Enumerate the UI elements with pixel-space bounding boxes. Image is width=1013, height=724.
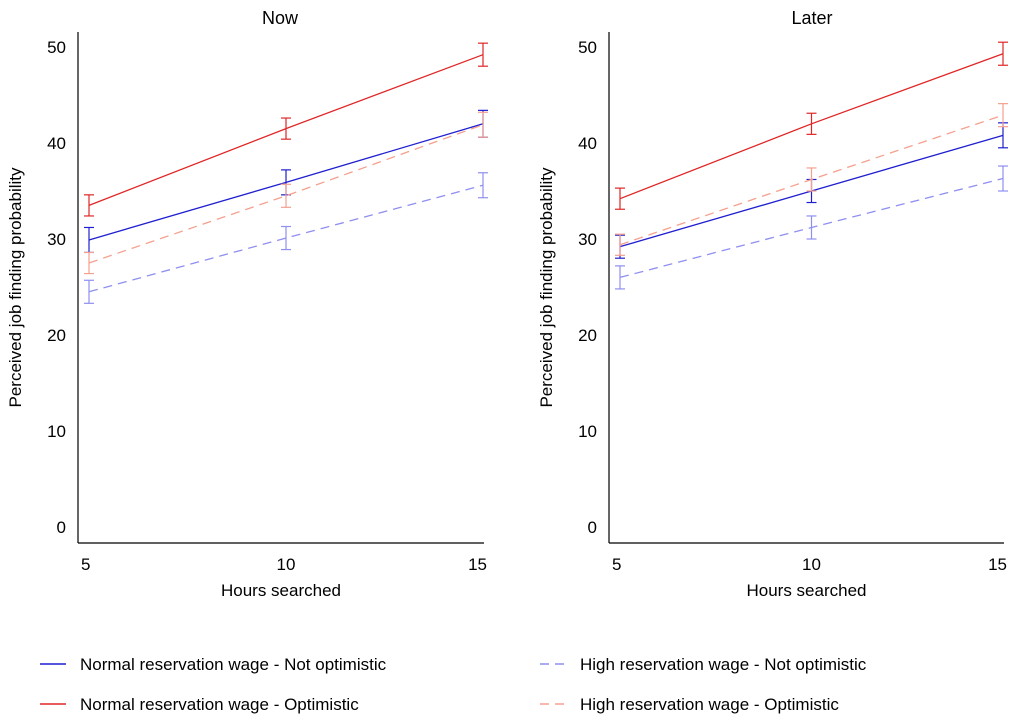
y-tick-label: 20 <box>47 326 66 345</box>
series-2 <box>615 165 1008 290</box>
legend: Normal reservation wage - Not optimistic… <box>40 655 867 714</box>
legend-label: High reservation wage - Optimistic <box>580 695 839 714</box>
x-axis-label: Hours searched <box>746 581 866 600</box>
y-tick-label: 40 <box>578 134 597 153</box>
y-tick-label: 10 <box>47 422 66 441</box>
chart-panel-later: Later 0 10 20 30 40 50 5 10 15 Hours searched Perce… <box>537 8 1008 600</box>
y-axis-label: Perceived job finding probability <box>6 167 25 408</box>
x-tick-label: 5 <box>81 555 90 574</box>
y-tick-label: 50 <box>47 38 66 57</box>
y-tick-label: 0 <box>588 518 597 537</box>
legend-item: Normal reservation wage - Optimistic <box>40 695 359 714</box>
y-tick-label: 0 <box>57 518 66 537</box>
series-3 <box>615 103 1008 256</box>
y-tick-label: 10 <box>578 422 597 441</box>
x-tick-label: 5 <box>612 555 621 574</box>
panel-title: Later <box>791 8 832 28</box>
legend-label: High reservation wage - Not optimistic <box>580 655 867 674</box>
legend-label: Normal reservation wage - Optimistic <box>80 695 359 714</box>
series-1 <box>615 41 1008 210</box>
chart-panel-now: Now 0 10 20 30 40 50 5 10 15 Hours searched Perceiv… <box>6 8 488 600</box>
series-3 <box>84 111 488 275</box>
y-tick-label: 40 <box>47 134 66 153</box>
legend-item: High reservation wage - Optimistic <box>540 695 839 714</box>
x-tick-label: 10 <box>277 555 296 574</box>
series-1 <box>84 42 488 217</box>
series-line <box>88 184 484 293</box>
x-tick-label: 15 <box>988 555 1007 574</box>
y-tick-label: 20 <box>578 326 597 345</box>
legend-item: Normal reservation wage - Not optimistic <box>40 655 387 674</box>
series-line <box>88 124 484 264</box>
y-tick-label: 30 <box>578 230 597 249</box>
y-axis-label: Perceived job finding probability <box>537 167 556 408</box>
x-tick-label: 15 <box>468 555 487 574</box>
series-2 <box>84 172 488 304</box>
legend-item: High reservation wage - Not optimistic <box>540 655 867 674</box>
x-axis-label: Hours searched <box>221 581 341 600</box>
y-tick-label: 50 <box>578 38 597 57</box>
panel-title: Now <box>262 8 299 28</box>
y-tick-label: 30 <box>47 230 66 249</box>
legend-label: Normal reservation wage - Not optimistic <box>80 655 387 674</box>
x-tick-label: 10 <box>802 555 821 574</box>
